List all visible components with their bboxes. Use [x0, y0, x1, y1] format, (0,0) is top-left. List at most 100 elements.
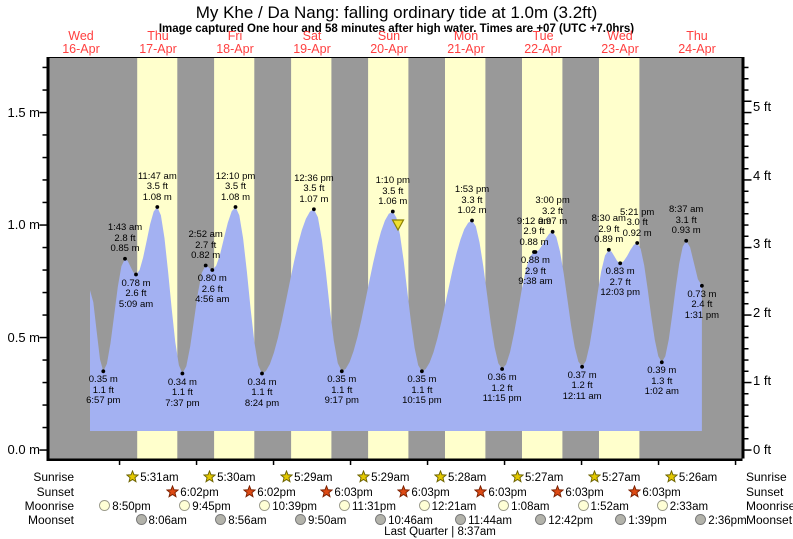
row-label-sunrise: Sunrise: [746, 470, 787, 484]
moonrise-circle-icon: [339, 500, 350, 511]
bottom-axis-tick: [734, 461, 737, 465]
sunset-time: 6:03pm: [334, 487, 373, 499]
tide-extreme-dot: [580, 364, 584, 369]
right-axis-tick: [744, 145, 749, 147]
tide-extreme-dot: [312, 207, 316, 212]
moonset-circle-icon: [615, 514, 627, 525]
day-header: Thu 24-Apr: [678, 29, 716, 56]
day-header: Wed 16-Apr: [62, 29, 100, 56]
sunrise-entry: 5:27am: [510, 469, 564, 484]
tide-extreme-label: 8:30 am 2.9 ft 0.89 m: [591, 213, 626, 246]
tide-extreme-label: 12:10 pm 3.5 ft 1.08 m: [215, 170, 256, 203]
sunrise-star-icon: [587, 469, 602, 483]
tide-extreme-dot: [550, 229, 555, 234]
right-axis-label: 2 ft: [753, 304, 772, 320]
left-axis-label: 1.5 m: [7, 104, 40, 120]
moonset-time: 9:50am: [308, 515, 347, 527]
tide-extreme-label: 1:10 pm 3.5 ft 1.06 m: [375, 175, 410, 207]
sunset-entry: 6:03pm: [551, 484, 604, 499]
moonset-entry: 1:39pm: [614, 513, 667, 527]
sunrise-entry: 5:29am: [356, 469, 409, 484]
moonset-circle-icon: [695, 514, 707, 525]
right-axis-tick: [744, 190, 749, 192]
left-axis-tick: [42, 156, 47, 159]
sunset-star-icon: [551, 484, 565, 498]
sunset-time: 6:03pm: [411, 487, 450, 499]
right-axis-tick: [744, 258, 749, 260]
left-axis-tick: [39, 111, 47, 114]
right-axis-tick: [744, 314, 752, 316]
left-axis-tick: [42, 381, 47, 384]
moonrise-time: 9:45pm: [192, 501, 231, 513]
tide-extreme-dot: [123, 256, 127, 261]
tide-extreme-label: 3:00 pm 3.2 ft 0.97 m: [535, 195, 570, 228]
moonset-circle-icon: [535, 514, 547, 525]
moonrise-time: 1:08am: [511, 501, 550, 513]
moonset-entry: 11:44am: [454, 513, 512, 527]
sunrise-star-icon: [433, 469, 448, 483]
sunrise-time: 5:30am: [217, 472, 256, 484]
tide-extreme-dot: [470, 218, 474, 223]
moonrise-time: 10:39pm: [272, 501, 317, 513]
sunset-time: 6:03pm: [642, 487, 681, 499]
left-axis-tick: [42, 66, 47, 69]
right-axis-tick: [744, 123, 749, 125]
tide-extreme-dot: [134, 272, 138, 277]
sunrise-time: 5:27am: [602, 472, 641, 484]
moonrise-circle-icon: [418, 500, 430, 511]
tide-extreme-dot: [684, 238, 689, 243]
tide-extreme-dot: [210, 268, 215, 272]
left-axis-tick: [42, 134, 47, 136]
moonset-entry: 9:50am: [294, 513, 346, 527]
day-header: Thu 17-Apr: [139, 29, 177, 56]
row-label-sunset: Sunset: [36, 485, 74, 499]
sunrise-star-icon: [125, 469, 140, 483]
left-axis-label: 0.5 m: [7, 329, 40, 345]
tide-extreme-dot: [101, 369, 106, 374]
capture-subtitle: Image captured One hour and 58 minutes a…: [158, 23, 635, 35]
moonset-circle-icon: [295, 514, 306, 525]
moonset-circle-icon: [375, 514, 387, 525]
left-axis-tick: [42, 179, 47, 181]
right-axis-label: 3 ft: [753, 236, 772, 252]
right-axis-tick: [744, 291, 749, 294]
moonrise-time: 12:21am: [431, 501, 477, 513]
left-axis-line: [46, 57, 50, 459]
tide-extreme-label: 12:36 pm 3.5 ft 1.07 m: [294, 172, 334, 205]
tide-extreme-label: 0.34 m 1.1 ft 8:24 pm: [244, 376, 280, 409]
right-axis-tick: [744, 224, 749, 226]
sunset-star-icon: [165, 484, 180, 498]
tide-extreme-dot: [390, 209, 395, 214]
left-axis-tick: [42, 201, 47, 204]
tide-extreme-label: 5:21 pm 3.0 ft 0.92 m: [620, 206, 655, 239]
tide-extreme-dot: [500, 367, 504, 371]
moonset-time: 12:42pm: [548, 515, 593, 527]
moonrise-entry: 1:08am: [497, 499, 549, 513]
moonset-circle-icon: [135, 514, 147, 525]
now-marker-triangle-icon: [391, 219, 405, 232]
bottom-axis-tick: [272, 461, 275, 465]
left-axis-tick: [42, 426, 47, 429]
sunrise-time: 5:27am: [525, 472, 564, 484]
right-axis-tick: [744, 325, 749, 327]
tide-extreme-label: 0.34 m 1.1 ft 7:37 pm: [165, 376, 200, 409]
right-axis-tick: [744, 381, 752, 384]
right-axis-tick: [744, 449, 752, 451]
sunrise-entry: 5:26am: [664, 469, 717, 484]
right-axis-tick: [744, 415, 749, 417]
moonset-time: 8:56am: [228, 515, 267, 527]
right-axis-tick: [744, 168, 749, 170]
tide-extreme-label: 1:43 am 2.8 ft 0.85 m: [107, 222, 143, 255]
moon-phase-footer: Last Quarter | 8:37am: [384, 526, 496, 538]
sunset-star-icon: [474, 484, 488, 498]
moonset-circle-icon: [455, 514, 467, 525]
sunrise-star-icon: [202, 469, 217, 483]
tide-extreme-label: 0.83 m 2.7 ft 12:03 pm: [600, 266, 640, 299]
sunset-entry: 6:02pm: [242, 484, 296, 499]
tide-extreme-label: 0.35 m 1.1 ft 9:17 pm: [324, 374, 359, 407]
sunset-time: 6:02pm: [180, 487, 219, 499]
moonset-time: 8:06am: [148, 515, 187, 527]
right-axis-tick: [744, 404, 749, 406]
moonrise-time: 2:33am: [669, 501, 709, 513]
